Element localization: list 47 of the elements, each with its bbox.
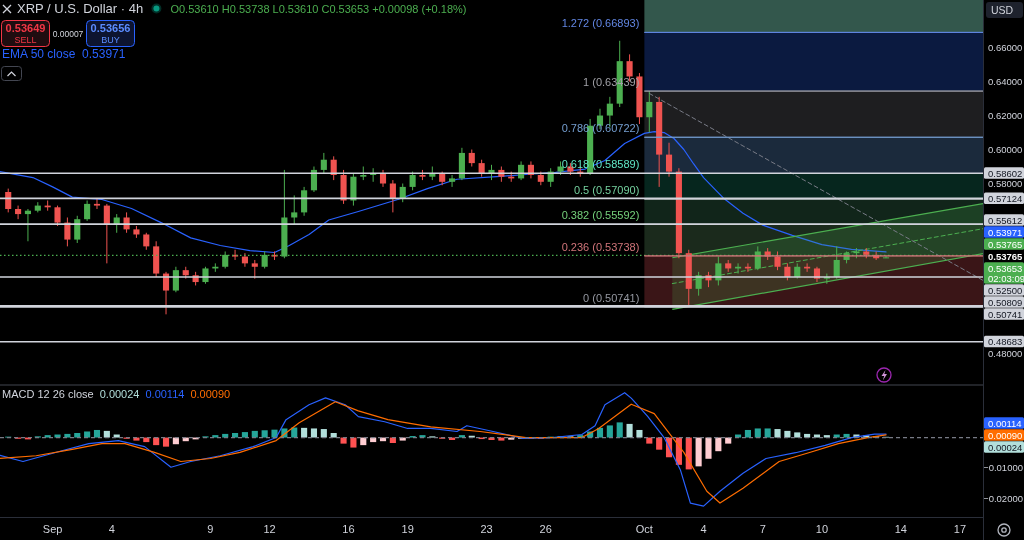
- x-tick-label: 17: [953, 523, 967, 535]
- annotation: BUY: [101, 35, 120, 45]
- annotation: 0.53653: [988, 262, 1023, 274]
- ref-line-label: 0.53765: [988, 250, 1024, 262]
- chart-title: XRP / U.S. Dollar · 4h: [17, 1, 144, 16]
- annotation: 0.53656: [90, 22, 131, 34]
- x-tick-label: 26: [539, 523, 552, 535]
- band-label: 0.382 (0.55592): [561, 209, 640, 222]
- y-axis-title: USD: [991, 4, 1014, 16]
- band-label: 0 (0.50741): [583, 291, 640, 304]
- sell-button: 0.53649 SELL: [1, 20, 50, 47]
- annotation: SELL: [14, 35, 37, 45]
- annotation: 0.00024: [99, 388, 140, 400]
- x-tick-label: 4: [108, 523, 115, 535]
- chart-title: MACD 12 26 close: [2, 388, 94, 400]
- annotation: 0.00114: [145, 388, 185, 400]
- x-tick-label: 19: [401, 523, 414, 535]
- ref-line-label: 0.48683: [988, 336, 1023, 348]
- y-tick-label: 0.48000: [988, 347, 1023, 359]
- text: 02:03:09: [988, 272, 1024, 284]
- y-tick-label: 0.64000: [988, 76, 1023, 88]
- x-tick-label: 16: [342, 523, 355, 535]
- x-tick-label: 12: [263, 523, 276, 535]
- buy-button: 0.53656 BUY: [86, 20, 135, 47]
- x-tick-label: 4: [700, 523, 707, 535]
- x-tick-label: Oct: [635, 523, 653, 535]
- x-tick-label: 23: [480, 523, 493, 535]
- x-tick-label: 10: [815, 523, 829, 535]
- annotation: 0.00007: [52, 29, 84, 39]
- band-label: 0.5 (0.57090): [573, 183, 640, 196]
- x-tick-label: 9: [207, 523, 214, 535]
- annotation: 0.53649: [5, 22, 46, 34]
- y-tick-label: 0.60000: [988, 144, 1023, 156]
- y-tick-label: 0.62000: [988, 110, 1023, 122]
- y-tick-label: 0.58000: [988, 178, 1023, 189]
- band-label: 0.236 (0.53738): [561, 240, 640, 253]
- y-tick-label: 0.66000: [988, 42, 1023, 54]
- annotation: 0.53971: [82, 47, 126, 61]
- y-tick-label: −0.02000: [983, 492, 1023, 504]
- band-label: 1.272 (0.66893): [561, 17, 640, 30]
- chart-subtitle: O0.53610 H0.53738 L0.53610 C0.53653 +0.00098 (+0.18%): [170, 2, 467, 15]
- x-tick-label: 7: [759, 523, 766, 535]
- x-tick-label: Sep: [42, 523, 63, 535]
- y-tick-label: −0.01000: [983, 462, 1023, 474]
- annotation: 0.00090: [190, 388, 231, 400]
- text: EMA 50 close: [2, 47, 76, 61]
- x-tick-label: 14: [894, 523, 907, 535]
